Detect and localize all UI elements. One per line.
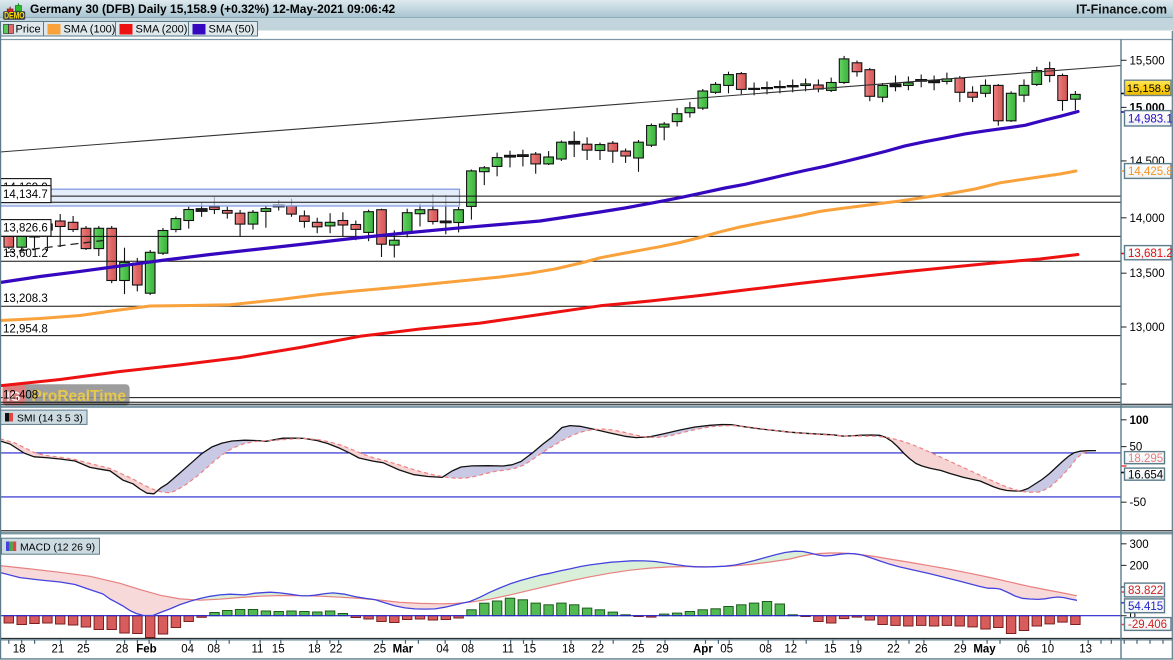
svg-text:14,134.7: 14,134.7 [3, 189, 48, 201]
svg-text:18: 18 [562, 643, 575, 655]
svg-text:11: 11 [252, 643, 264, 655]
svg-text:200: 200 [1130, 560, 1149, 572]
svg-text:50: 50 [1130, 442, 1143, 454]
svg-text:MACD (12 26 9): MACD (12 26 9) [20, 543, 95, 554]
svg-text:15: 15 [824, 643, 837, 655]
svg-text:13,500: 13,500 [1130, 268, 1165, 280]
svg-text:-29.406: -29.406 [1128, 619, 1167, 631]
svg-text:-50: -50 [1130, 497, 1147, 509]
svg-text:08: 08 [759, 643, 772, 655]
svg-text:12: 12 [784, 643, 797, 655]
svg-text:15: 15 [272, 643, 285, 655]
svg-text:25: 25 [373, 643, 386, 655]
svg-text:SMA (200): SMA (200) [136, 23, 188, 35]
svg-text:10: 10 [1041, 643, 1054, 655]
svg-text:16.654: 16.654 [1128, 469, 1164, 481]
svg-text:28: 28 [116, 643, 129, 655]
svg-text:13,681.2: 13,681.2 [1128, 248, 1173, 260]
svg-text:May: May [973, 643, 996, 655]
svg-text:11: 11 [502, 643, 514, 655]
svg-text:04: 04 [181, 643, 194, 655]
svg-text:IT-Finance.com: IT-Finance.com [1076, 3, 1167, 17]
svg-text:05: 05 [720, 643, 733, 655]
svg-text:100: 100 [1130, 415, 1149, 427]
svg-text:29: 29 [656, 643, 669, 655]
svg-text:15,158.9: 15,158.9 [1127, 83, 1171, 95]
svg-text:15: 15 [523, 643, 536, 655]
svg-text:21: 21 [52, 643, 65, 655]
svg-text:Apr: Apr [693, 643, 713, 655]
svg-text:300: 300 [1130, 539, 1149, 551]
svg-text:06: 06 [1017, 643, 1030, 655]
svg-text:14,983.1: 14,983.1 [1128, 114, 1173, 126]
svg-text:18: 18 [308, 643, 321, 655]
svg-text:08: 08 [461, 643, 474, 655]
svg-text:SMI (14 3 5 3): SMI (14 3 5 3) [17, 413, 83, 424]
svg-text:DEMO: DEMO [4, 11, 25, 21]
svg-text:13,826.6: 13,826.6 [3, 223, 48, 235]
svg-text:Mar: Mar [393, 643, 414, 655]
svg-text:25: 25 [77, 643, 90, 655]
svg-text:04: 04 [436, 643, 449, 655]
svg-text:18.295: 18.295 [1128, 453, 1163, 465]
svg-text:13: 13 [1079, 643, 1092, 655]
svg-text:26: 26 [915, 643, 928, 655]
svg-text:12,954.8: 12,954.8 [3, 323, 48, 335]
svg-text:29: 29 [954, 643, 967, 655]
svg-text:54.415: 54.415 [1128, 601, 1163, 613]
svg-text:Feb: Feb [136, 643, 156, 655]
svg-text:13,208.3: 13,208.3 [3, 293, 48, 305]
svg-text:13,601.2: 13,601.2 [3, 248, 48, 260]
svg-text:SMA (100): SMA (100) [64, 23, 116, 35]
svg-text:ProRealTime: ProRealTime [32, 388, 127, 405]
svg-text:19: 19 [849, 643, 862, 655]
svg-text:22: 22 [591, 643, 604, 655]
svg-text:SMA (50): SMA (50) [209, 23, 255, 35]
svg-text:08: 08 [207, 643, 220, 655]
svg-text:22: 22 [330, 643, 343, 655]
svg-text:13,000: 13,000 [1130, 322, 1165, 334]
svg-text:25: 25 [632, 643, 645, 655]
svg-text:83.822: 83.822 [1128, 585, 1163, 597]
svg-text:IG: IG [6, 389, 20, 404]
svg-text:Germany 30 (DFB) Daily 15,158.: Germany 30 (DFB) Daily 15,158.9 (+0.32%)… [30, 2, 396, 16]
svg-text:Price: Price [16, 23, 41, 35]
svg-text:12,408: 12,408 [3, 390, 38, 402]
svg-text:22: 22 [887, 643, 900, 655]
svg-text:14,000: 14,000 [1130, 213, 1165, 225]
svg-text:0: 0 [1130, 611, 1136, 623]
svg-text:15,500: 15,500 [1130, 55, 1165, 67]
svg-text:18: 18 [13, 643, 26, 655]
svg-text:14,425.8: 14,425.8 [1128, 166, 1173, 178]
